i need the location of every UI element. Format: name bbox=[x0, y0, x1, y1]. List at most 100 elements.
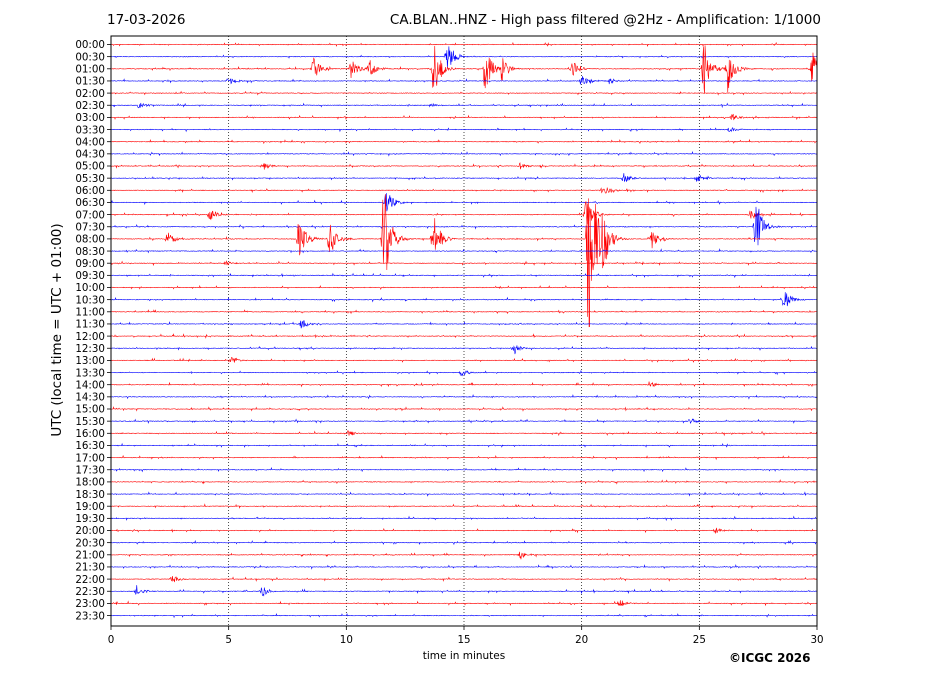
y-tick-label: 19:00 bbox=[75, 501, 105, 513]
y-tick-label: 08:00 bbox=[75, 234, 105, 246]
trace-row-0400 bbox=[110, 138, 818, 145]
trace-row-0930 bbox=[110, 272, 818, 279]
trace-row-2330 bbox=[110, 612, 818, 619]
trace-row-0430 bbox=[110, 150, 818, 157]
trace-row-1730 bbox=[110, 467, 818, 473]
y-tick-label: 01:00 bbox=[75, 64, 105, 76]
y-tick-label: 23:30 bbox=[75, 610, 105, 622]
trace-row-1530 bbox=[110, 418, 818, 424]
y-tick-label: 03:30 bbox=[75, 124, 105, 136]
y-tick-label: 07:30 bbox=[75, 221, 105, 233]
y-tick-label: 11:00 bbox=[75, 307, 105, 319]
trace-row-1800 bbox=[110, 479, 818, 485]
trace-row-0730 bbox=[110, 206, 818, 246]
y-tick-label: 17:30 bbox=[75, 464, 105, 476]
trace-row-0630 bbox=[110, 193, 818, 212]
y-tick-label: 15:30 bbox=[75, 416, 105, 428]
copyright-label: ©ICGC 2026 bbox=[729, 651, 811, 665]
trace-row-1430 bbox=[110, 393, 818, 400]
trace-row-1200 bbox=[110, 333, 818, 339]
x-tick-label: 5 bbox=[225, 634, 232, 646]
trace-row-0900 bbox=[110, 260, 818, 267]
trace-row-1930 bbox=[110, 515, 818, 522]
y-tick-label: 21:30 bbox=[75, 562, 105, 574]
trace-row-2230 bbox=[110, 585, 818, 597]
y-tick-label: 06:30 bbox=[75, 197, 105, 209]
trace-row-1600 bbox=[110, 430, 818, 437]
y-tick-label: 19:30 bbox=[75, 513, 105, 525]
y-tick-label: 11:30 bbox=[75, 319, 105, 331]
y-tick-label: 09:00 bbox=[75, 258, 105, 270]
y-tick-label: 12:30 bbox=[75, 343, 105, 355]
trace-row-0330 bbox=[110, 127, 818, 133]
trace-row-1630 bbox=[110, 442, 818, 448]
x-tick-label: 10 bbox=[340, 634, 353, 646]
trace-row-1030 bbox=[110, 292, 818, 307]
trace-row-0500 bbox=[110, 162, 818, 170]
trace-row-2200 bbox=[110, 575, 818, 583]
x-ticks: 0 5 10 15 20 25 30 bbox=[108, 626, 824, 646]
trace-row-1330 bbox=[110, 369, 818, 377]
trace-row-1830 bbox=[110, 491, 818, 497]
trace-row-0600 bbox=[110, 187, 818, 194]
y-tick-label: 04:00 bbox=[75, 136, 105, 148]
y-tick-label: 09:30 bbox=[75, 270, 105, 282]
y-tick-label: 13:00 bbox=[75, 355, 105, 367]
y-tick-label: 05:30 bbox=[75, 173, 105, 185]
x-tick-label: 0 bbox=[108, 634, 115, 646]
y-tick-label: 04:30 bbox=[75, 149, 105, 161]
y-tick-label: 02:30 bbox=[75, 100, 105, 112]
trace-row-1900 bbox=[110, 503, 818, 509]
x-tick-label: 20 bbox=[575, 634, 588, 646]
y-tick-label: 18:00 bbox=[75, 477, 105, 489]
trace-row-1300 bbox=[110, 357, 818, 363]
y-tick-label: 02:00 bbox=[75, 88, 105, 100]
trace-row-1400 bbox=[110, 381, 818, 388]
y-ticks: 00:0000:3001:0001:3002:0002:3003:0003:30… bbox=[75, 39, 111, 622]
trace-row-1100 bbox=[110, 309, 818, 315]
y-tick-label: 06:00 bbox=[75, 185, 105, 197]
trace-group bbox=[110, 41, 818, 619]
y-tick-label: 03:00 bbox=[75, 112, 105, 124]
y-tick-label: 16:30 bbox=[75, 440, 105, 452]
trace-row-0830 bbox=[110, 248, 818, 254]
y-tick-label: 17:00 bbox=[75, 452, 105, 464]
trace-row-1500 bbox=[110, 406, 818, 412]
trace-row-2030 bbox=[110, 539, 818, 546]
y-tick-label: 14:30 bbox=[75, 392, 105, 404]
y-tick-label: 22:00 bbox=[75, 574, 105, 586]
y-tick-label: 08:30 bbox=[75, 246, 105, 258]
y-tick-label: 22:30 bbox=[75, 586, 105, 598]
y-tick-label: 13:30 bbox=[75, 367, 105, 379]
trace-row-2300 bbox=[110, 600, 818, 607]
trace-row-2100 bbox=[110, 551, 818, 560]
y-tick-label: 05:00 bbox=[75, 161, 105, 173]
chart-title: CA.BLAN..HNZ - High pass filtered @2Hz -… bbox=[389, 12, 821, 28]
trace-row-0000 bbox=[110, 41, 818, 48]
x-axis-label: time in minutes bbox=[422, 650, 506, 662]
trace-row-0700 bbox=[110, 201, 818, 226]
y-tick-label: 10:30 bbox=[75, 294, 105, 306]
trace-row-0800 bbox=[110, 194, 818, 328]
y-tick-label: 15:00 bbox=[75, 404, 105, 416]
trace-row-0130 bbox=[110, 76, 818, 85]
trace-row-2000 bbox=[110, 527, 818, 534]
y-tick-label: 20:00 bbox=[75, 525, 105, 537]
trace-row-0100 bbox=[110, 45, 818, 94]
grid-lines bbox=[228, 36, 700, 626]
y-tick-label: 21:00 bbox=[75, 550, 105, 562]
y-tick-label: 00:00 bbox=[75, 39, 105, 51]
y-tick-label: 00:30 bbox=[75, 51, 105, 63]
y-tick-label: 20:30 bbox=[75, 537, 105, 549]
trace-row-0030 bbox=[110, 46, 818, 68]
y-tick-label: 01:30 bbox=[75, 76, 105, 88]
y-tick-label: 10:00 bbox=[75, 282, 105, 294]
y-tick-label: 12:00 bbox=[75, 331, 105, 343]
y-tick-label: 18:30 bbox=[75, 489, 105, 501]
trace-row-1130 bbox=[110, 320, 818, 329]
trace-row-1700 bbox=[110, 454, 818, 461]
trace-row-1000 bbox=[110, 284, 818, 291]
y-tick-label: 07:00 bbox=[75, 209, 105, 221]
y-tick-label: 14:00 bbox=[75, 379, 105, 391]
